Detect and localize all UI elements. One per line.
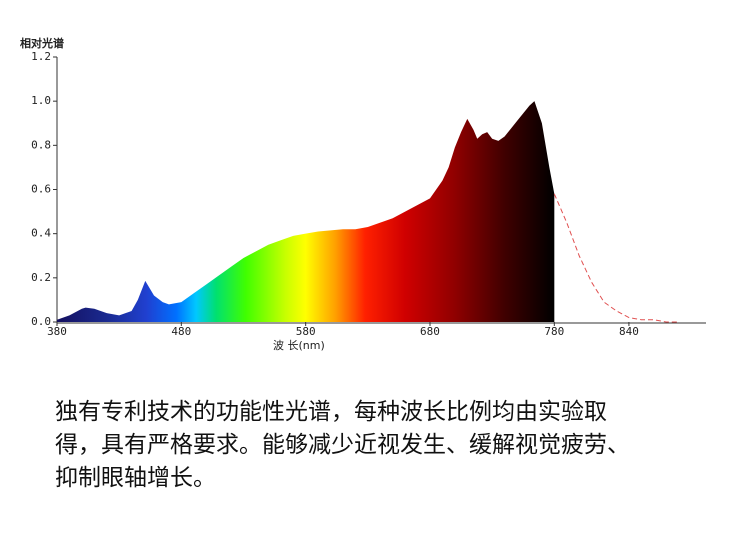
caption-line: 抑制眼轴增长。 <box>55 465 216 491</box>
x-tick-label: 680 <box>420 325 440 338</box>
y-tick-label: 0.8 <box>31 138 51 151</box>
y-tick-label: 0.0 <box>31 315 51 328</box>
caption-line: 得，具有严格要求。能够减少近视发生、缓解视觉疲劳、 <box>55 432 630 458</box>
spectrum-area <box>57 101 555 323</box>
y-axis-label: 相对光谱 <box>20 36 64 50</box>
y-tick-label: 0.4 <box>31 227 51 240</box>
spectrum-line <box>553 193 679 323</box>
x-tick-label: 380 <box>47 325 67 338</box>
chart: 相对光谱 波 长(nm) 0.0 0.2 0.4 0.6 0.8 1.0 1.2 380 480… <box>20 36 706 352</box>
x-tick-label: 580 <box>296 325 316 338</box>
y-tick-label: 0.6 <box>31 183 51 196</box>
x-tick-label: 840 <box>619 325 639 338</box>
y-tick-label: 0.2 <box>31 271 51 284</box>
caption: 独有专利技术的功能性光谱，每种波长比例均由实验取 得，具有严格要求。能够减少近视发… <box>55 396 630 495</box>
y-tick-label: 1.0 <box>31 94 51 107</box>
y-tick-label: 1.2 <box>31 50 51 63</box>
x-tick-label: 480 <box>171 325 191 338</box>
x-axis-label: 波 长(nm) <box>273 339 325 352</box>
x-tick-label: 780 <box>544 325 564 338</box>
caption-line: 独有专利技术的功能性光谱，每种波长比例均由实验取 <box>55 399 607 425</box>
